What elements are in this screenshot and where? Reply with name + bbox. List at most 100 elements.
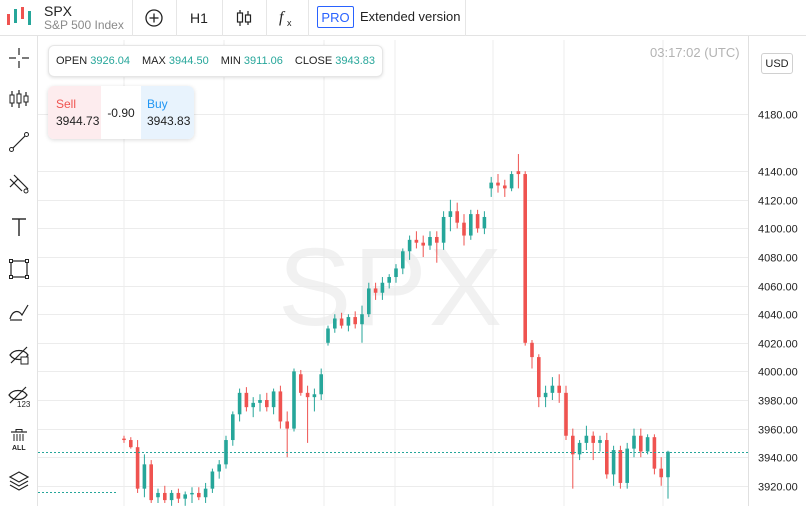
candle-body	[258, 400, 262, 403]
brush-tool[interactable]	[4, 297, 34, 327]
fx-icon: f x	[279, 9, 292, 28]
layers-icon	[8, 471, 30, 491]
symbol-name[interactable]: S&P 500 Index	[44, 18, 124, 32]
candle-body	[666, 451, 670, 478]
candle-body	[407, 239, 412, 252]
candle-body	[129, 440, 133, 448]
chart-area[interactable]: SPX 3920.00 3940.00 3960.00 3980.00 4000.00 4…	[38, 36, 806, 506]
delete-all-icon: ALL	[11, 429, 27, 452]
app-logo-icon	[7, 7, 31, 25]
candle-body	[156, 492, 160, 498]
sell-price: 3944.73	[56, 114, 100, 128]
hide-labels-tool[interactable]: 123	[4, 382, 34, 412]
price-tick-label: 4180.00	[758, 110, 798, 122]
price-tick-label: 4120.00	[758, 196, 798, 208]
top-toolbar: SPX S&P 500 Index H1 f x PRO Extended ve…	[0, 0, 806, 36]
compare-button[interactable]	[134, 0, 174, 36]
candle-body	[380, 282, 385, 293]
symbol-ticker[interactable]: SPX	[44, 3, 73, 19]
candle-body	[176, 492, 181, 499]
delete-all-tool[interactable]: ALL	[4, 425, 34, 455]
candle-body	[543, 392, 548, 398]
candle-body	[591, 435, 595, 443]
text-icon	[12, 218, 26, 236]
candle-body	[149, 464, 153, 501]
layers-tool[interactable]	[4, 465, 34, 495]
candle-body	[598, 440, 602, 443]
price-tick-label: 4000.00	[758, 367, 798, 379]
hide-labels-icon: 123	[8, 386, 31, 408]
buy-label: Buy	[147, 97, 168, 111]
trend-line-tool[interactable]	[4, 127, 34, 157]
candle-body	[163, 492, 167, 501]
candle-body	[557, 385, 561, 393]
max-value: 3944.50	[168, 55, 209, 67]
candle-body	[203, 488, 208, 498]
crosshair-icon	[9, 48, 29, 68]
hide-drawings-icon	[9, 346, 29, 365]
indicators-button[interactable]: f x	[268, 0, 306, 36]
candle-body	[469, 214, 473, 236]
candle-body	[509, 174, 514, 189]
candle-body	[197, 492, 201, 498]
candle-body	[244, 392, 249, 408]
min-label: MIN	[220, 55, 241, 67]
brush-icon	[9, 304, 29, 321]
spread-value: -0.90	[107, 105, 135, 120]
rectangle-tool[interactable]	[4, 254, 34, 284]
candle-body	[435, 236, 439, 243]
candle-body	[169, 492, 174, 501]
sell-label: Sell	[56, 97, 77, 111]
text-tool[interactable]	[4, 212, 34, 242]
candle-body	[333, 318, 337, 329]
price-tick-label: 3940.00	[758, 453, 798, 465]
server-time: 03:17:02 (UTC)	[650, 45, 740, 60]
candle-body	[428, 236, 432, 246]
candle-body	[530, 342, 534, 358]
svg-text:f: f	[279, 9, 286, 26]
candle-body	[489, 182, 493, 189]
candle-body	[339, 318, 344, 326]
fib-tool[interactable]	[4, 169, 34, 199]
price-tick-label: 4060.00	[758, 282, 798, 294]
currency-button[interactable]: USD	[761, 53, 793, 74]
candle-body	[183, 494, 187, 499]
chart-type-button[interactable]	[224, 0, 264, 36]
trade-panel: Sell 3944.73 -0.90 Buy 3943.83	[48, 86, 194, 139]
toolbar-divider	[176, 0, 177, 36]
candle-body	[271, 391, 276, 408]
candle-body	[659, 468, 663, 478]
max-label: MAX	[142, 55, 166, 67]
candles-tool[interactable]	[4, 84, 34, 114]
candle-body	[401, 251, 405, 269]
price-tick-label: 4040.00	[758, 310, 798, 322]
crosshair-tool[interactable]	[4, 43, 34, 73]
candle-body	[251, 402, 255, 408]
ohlc-panel: OPEN 3926.04 MAX 3944.50 MIN 3911.06 CLO…	[48, 45, 383, 77]
candle-body	[475, 214, 480, 229]
timeframe-button[interactable]: H1	[190, 10, 208, 26]
candle-body	[645, 437, 650, 452]
open-label: OPEN	[56, 55, 88, 67]
pro-badge[interactable]: PRO	[317, 6, 354, 28]
candle-body	[564, 392, 568, 436]
candle-body	[421, 242, 425, 246]
candle-body	[611, 450, 616, 475]
sell-button[interactable]: Sell 3944.73	[48, 86, 101, 139]
extended-version-link[interactable]: Extended version	[360, 9, 461, 24]
drawing-toolbar: 123 ALL	[0, 36, 38, 506]
candle-body	[278, 391, 283, 422]
candle-body	[305, 392, 310, 398]
buy-button[interactable]: Buy 3943.83	[141, 86, 194, 139]
rectangle-icon	[9, 259, 29, 279]
candle-body	[503, 185, 507, 189]
price-chart[interactable]: 3920.00 3940.00 3960.00 3980.00 4000.00 4020.…	[38, 36, 806, 506]
buy-price: 3943.83	[147, 114, 191, 128]
hide-drawings-tool[interactable]	[4, 340, 34, 370]
candle-body	[584, 435, 589, 443]
candle-body	[353, 317, 357, 325]
candle-body	[312, 394, 317, 398]
candle-body	[326, 328, 330, 343]
candle-body	[292, 371, 296, 429]
candle-body	[135, 447, 140, 489]
